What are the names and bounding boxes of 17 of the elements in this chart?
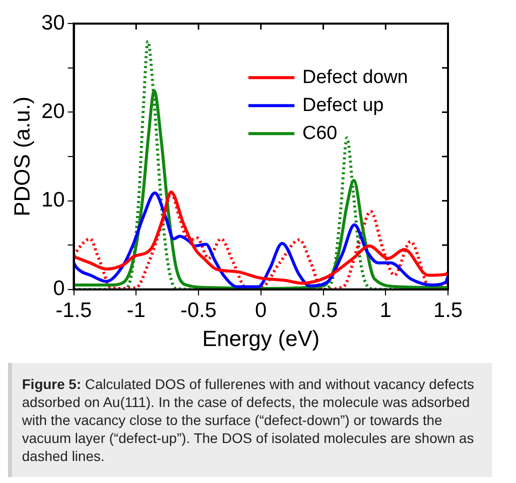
legend-label: C60 xyxy=(302,122,338,144)
x-tick-label: -0.5 xyxy=(180,298,217,322)
x-tick-label: 0.5 xyxy=(308,298,338,322)
caption: Figure 5: Calculated DOS of fullerenes with and without vacancy defects adsorbed on Au(111). In the case of defects, the molecule was adsorbed with the vacancy close to the surface (“defect-down”) or towards the vacuum layer (“defect-up”). The DOS of isolated molecules are shown as dashed lines. xyxy=(22,376,474,464)
legend-label: Defect up xyxy=(302,94,384,116)
x-tick-label: -1.5 xyxy=(56,298,92,322)
y-axis-title: PDOS (a.u.) xyxy=(9,96,34,216)
y-tick-label: 10 xyxy=(41,188,65,212)
y-tick-label: 20 xyxy=(41,100,65,123)
x-tick-label: -1 xyxy=(126,298,146,322)
x-tick-label: 1.5 xyxy=(433,298,463,322)
x-axis-title: Energy (eV) xyxy=(202,326,320,351)
y-tick-label: 30 xyxy=(41,11,65,34)
legend-label: Defect down xyxy=(302,66,408,88)
x-tick-label: 1 xyxy=(380,298,392,322)
x-tick-label: 0 xyxy=(255,298,267,322)
y-tick-label: 0 xyxy=(53,277,65,300)
